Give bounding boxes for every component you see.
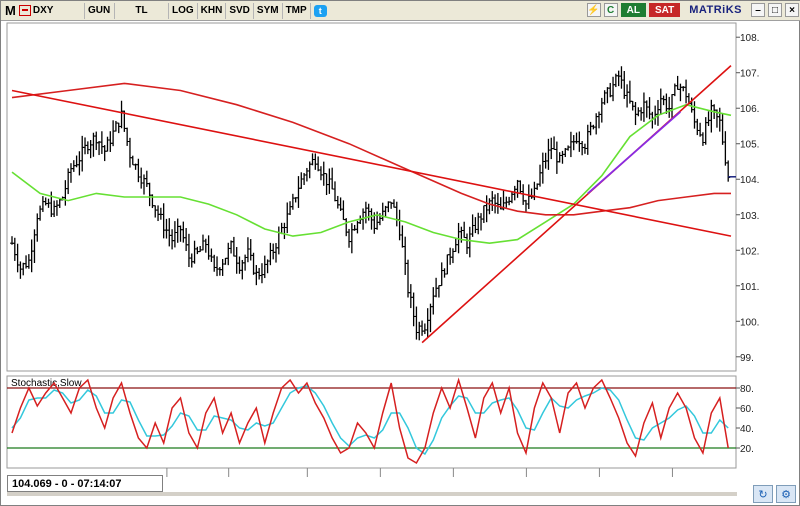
refresh-icon[interactable]: ↻ [753, 485, 773, 503]
sell-button[interactable]: SAT [648, 3, 681, 17]
sym-button[interactable]: SYM [254, 2, 283, 19]
currency-button-tl[interactable]: TL [115, 2, 169, 19]
close-icon[interactable]: × [785, 3, 799, 17]
price-y-tick-label: 107. [740, 69, 759, 80]
stoch-d-line [11, 385, 729, 456]
horizontal-scrollbar[interactable] [7, 492, 737, 496]
stoch-y-tick-label: 80. [740, 384, 754, 395]
stoch-k-line [11, 377, 729, 465]
price-y-tick-label: 108. [740, 33, 759, 44]
price-y-tick-label: 102. [740, 246, 759, 257]
maximize-icon[interactable]: □ [768, 3, 782, 17]
ohlc-bar [726, 160, 731, 182]
brand-label: MATRiKS [689, 4, 742, 16]
moving-average-short-line [11, 103, 732, 245]
settings-icon[interactable]: ⚙ [776, 485, 796, 503]
minimize-icon[interactable]: – [751, 3, 765, 17]
moving-average-long-line [11, 82, 731, 216]
price-y-tick-label: 101. [740, 282, 759, 293]
trendline-down [11, 89, 732, 237]
svd-button[interactable]: SVD [226, 2, 254, 19]
twitter-icon[interactable]: t [313, 4, 327, 17]
flash-icon[interactable]: ⚡ [586, 3, 601, 17]
price-y-tick-label: 104. [740, 175, 759, 186]
stoch-y-tick-label: 60. [740, 404, 754, 415]
symbol-icon [18, 5, 31, 16]
tmp-button[interactable]: TMP [283, 2, 311, 19]
price-readout: 104.069 - 0 - 07:14:07 [7, 475, 163, 492]
price-y-tick-label: 100. [740, 317, 759, 328]
stoch-y-tick-label: 40. [740, 424, 754, 435]
price-y-tick-label: 99. [740, 353, 754, 364]
right-tools: ⚡ C AL SAT MATRiKS – □ × [586, 3, 799, 17]
price-y-tick-label: 103. [740, 211, 759, 222]
logo-m: M [5, 3, 16, 18]
symbol-selector[interactable]: M DXY [1, 2, 85, 19]
toolbar: M DXY GUN TL LOG KHN SVD SYM TMP t ⚡ C A… [1, 1, 800, 21]
price-y-tick-label: 105. [740, 140, 759, 151]
trendline-highlight-segment [587, 111, 681, 195]
price-y-tick-label: 106. [740, 104, 759, 115]
log-button[interactable]: LOG [169, 2, 198, 19]
symbol-label: DXY [32, 5, 54, 16]
chart-area[interactable]: 99. 100. 101. 102. 103. 104. 105. 106. 107. 108. 2… [1, 21, 800, 477]
period-button-gun[interactable]: GUN [85, 2, 115, 19]
stochastic-panel [6, 375, 737, 469]
stoch-y-tick-label: 20. [740, 444, 754, 455]
khn-button[interactable]: KHN [198, 2, 227, 19]
c-button[interactable]: C [603, 3, 618, 17]
stochastic-title: Stochastic,Slow [11, 378, 82, 389]
price-panel [6, 22, 737, 372]
ohlc-bars [10, 66, 731, 341]
buy-button[interactable]: AL [620, 3, 646, 17]
